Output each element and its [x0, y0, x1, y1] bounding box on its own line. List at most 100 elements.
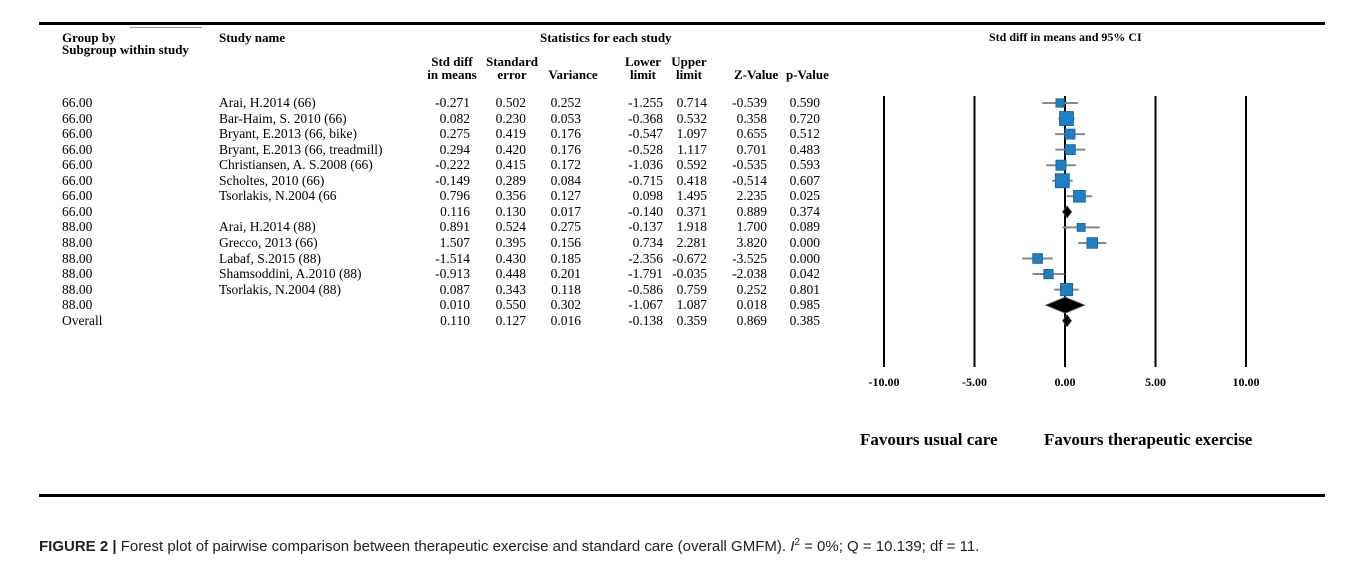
variance-cell: 0.201 — [550, 266, 581, 282]
se-cell: 0.395 — [495, 234, 526, 250]
p-cell: 0.512 — [789, 126, 820, 142]
effect-square — [1059, 111, 1074, 126]
header-upper-line2: limit — [676, 67, 702, 82]
header-variance-line1: Variance — [548, 67, 598, 82]
se-cell: 0.289 — [495, 172, 526, 188]
std-diff-cell: 1.507 — [439, 234, 470, 250]
group-cell: 88.00 — [62, 297, 93, 313]
header-lower-line1: Lower — [624, 54, 662, 69]
lower-cell: -0.715 — [628, 172, 663, 188]
group-cell: 66.00 — [62, 126, 93, 142]
p-cell: 0.801 — [789, 281, 820, 297]
header-plot-title: Std diff in means and 95% CI — [989, 30, 1142, 44]
lower-cell: 0.098 — [632, 188, 663, 204]
header-std-diff-line1: Std diff — [431, 54, 473, 69]
effect-square — [1043, 268, 1054, 280]
lower-cell: -1.791 — [628, 266, 663, 282]
group-cell: 66.00 — [62, 188, 93, 204]
study-name-cell: Scholtes, 2010 (66) — [219, 172, 325, 188]
p-cell: 0.483 — [789, 141, 820, 157]
header-upper: Upper limit — [669, 55, 709, 81]
summary-diamond — [1061, 205, 1073, 219]
lower-cell: -0.528 — [628, 141, 663, 157]
z-cell: 0.655 — [736, 126, 767, 142]
std-diff-cell: -0.913 — [435, 266, 470, 282]
lower-cell: -0.138 — [628, 312, 663, 328]
z-cell: 0.358 — [736, 110, 767, 126]
group-cell: 88.00 — [62, 281, 93, 297]
variance-cell: 0.084 — [550, 172, 581, 188]
std-diff-cell: 0.110 — [440, 312, 470, 328]
upper-cell: 0.532 — [676, 110, 707, 126]
group-cell: 66.00 — [62, 95, 93, 110]
se-cell: 0.430 — [495, 250, 526, 266]
std-diff-cell: 0.796 — [439, 188, 470, 204]
upper-cell: 0.418 — [676, 172, 707, 188]
lower-cell: -1.036 — [628, 157, 663, 173]
upper-cell: 1.097 — [676, 126, 707, 142]
std-diff-cell: -0.271 — [435, 95, 470, 110]
group-cell: 88.00 — [62, 234, 93, 250]
header-variance: Variance — [541, 68, 605, 81]
upper-cell: 1.117 — [677, 141, 707, 157]
x-tick-label: -10.00 — [869, 375, 900, 389]
header-upper-line1: Upper — [671, 54, 707, 69]
header-std-diff-line2: in means — [427, 67, 477, 82]
study-name-cell: Bryant, E.2013 (66, treadmill) — [219, 141, 383, 157]
header-group-by: Group by — [62, 30, 116, 45]
upper-cell: 2.281 — [676, 234, 707, 250]
z-cell: -2.038 — [732, 266, 767, 282]
effect-square — [1054, 173, 1070, 189]
std-diff-cell: -0.222 — [435, 157, 470, 173]
lower-cell: -0.586 — [628, 281, 663, 297]
lower-cell: -1.067 — [628, 297, 663, 313]
z-cell: -3.525 — [732, 250, 767, 266]
upper-cell: 0.359 — [676, 312, 707, 328]
caption-i2-sup: 2 — [794, 537, 800, 548]
effect-square — [1073, 190, 1086, 203]
std-diff-cell: 0.294 — [439, 141, 470, 157]
se-cell: 0.550 — [495, 297, 526, 313]
header-se: Standard error — [480, 55, 544, 81]
lower-cell: -1.255 — [628, 95, 663, 110]
std-diff-cell: 0.010 — [439, 297, 470, 313]
z-cell: -0.535 — [732, 157, 767, 173]
summary-diamond — [1044, 296, 1086, 314]
upper-cell: -0.035 — [672, 266, 707, 282]
z-cell: 0.701 — [736, 141, 767, 157]
effect-square — [1064, 144, 1076, 156]
std-diff-cell: 0.891 — [439, 219, 470, 235]
upper-cell: 1.918 — [676, 219, 707, 235]
std-diff-cell: -0.149 — [435, 172, 470, 188]
se-cell: 0.230 — [495, 110, 526, 126]
variance-cell: 0.185 — [550, 250, 581, 266]
header-stats-title: Statistics for each study — [540, 30, 672, 45]
std-diff-cell: 0.087 — [439, 281, 470, 297]
x-tick-label: -5.00 — [962, 375, 987, 389]
upper-cell: 1.495 — [676, 188, 707, 204]
p-cell: 0.607 — [789, 172, 820, 188]
std-diff-cell: 0.116 — [440, 203, 470, 219]
variance-cell: 0.172 — [550, 157, 581, 173]
header-z: Z-Value — [734, 67, 779, 82]
study-name-cell: Bar-Haim, S. 2010 (66) — [219, 110, 347, 126]
upper-cell: 0.371 — [676, 203, 707, 219]
p-cell: 0.000 — [789, 234, 820, 250]
effect-square — [1055, 159, 1067, 171]
bottom-rule — [39, 494, 1325, 497]
group-cell: 66.00 — [62, 141, 93, 157]
caption-text-b: = 0%; Q = 10.139; df = 11. — [799, 538, 980, 555]
lower-cell: -0.368 — [628, 110, 663, 126]
p-cell: 0.042 — [789, 266, 820, 282]
std-diff-cell: 0.275 — [439, 126, 470, 142]
p-cell: 0.593 — [789, 157, 820, 173]
variance-cell: 0.017 — [550, 203, 581, 219]
variance-cell: 0.176 — [550, 141, 581, 157]
group-cell: 88.00 — [62, 219, 93, 235]
se-cell: 0.127 — [495, 312, 526, 328]
study-name-cell: Tsorlakis, N.2004 (66 — [219, 188, 337, 204]
x-tick-label: 5.00 — [1145, 375, 1166, 389]
x-tick-label: 10.00 — [1233, 375, 1260, 389]
header-study-name: Study name — [219, 30, 286, 45]
top-rule — [39, 22, 1325, 25]
